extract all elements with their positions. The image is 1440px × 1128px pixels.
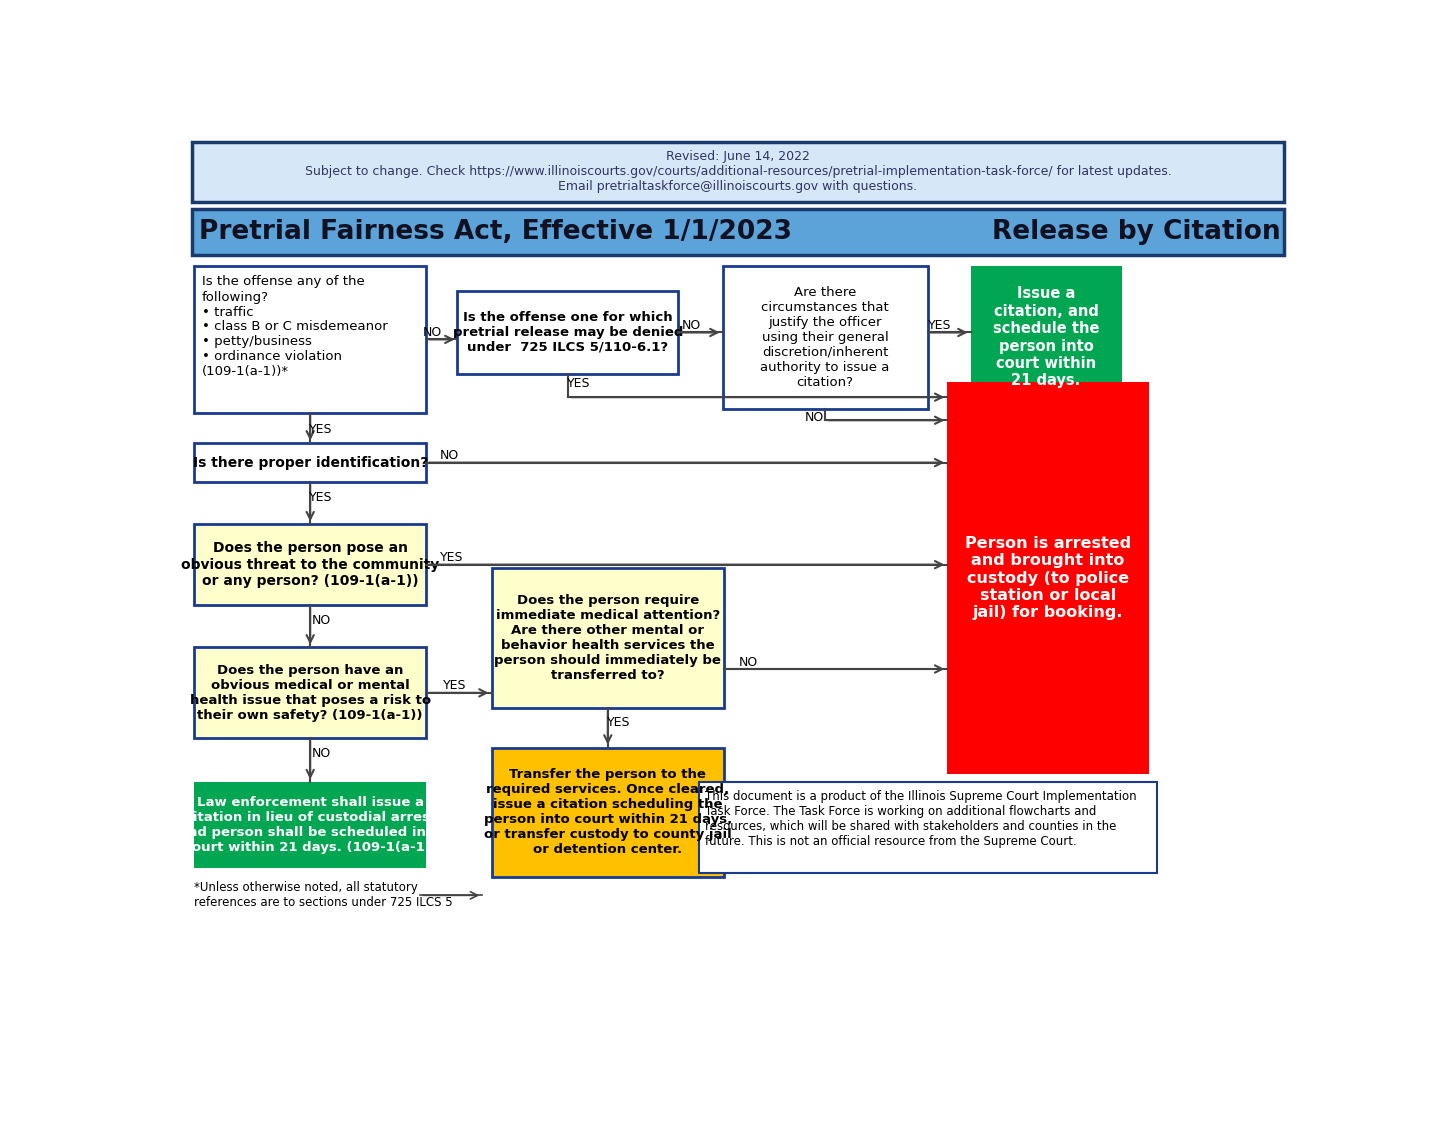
Text: NO: NO	[739, 655, 759, 669]
Text: YES: YES	[567, 377, 590, 390]
Text: NO: NO	[681, 319, 701, 332]
Text: *Unless otherwise noted, all statutory
references are to sections under 725 ILCS: *Unless otherwise noted, all statutory r…	[194, 881, 452, 909]
Bar	[194, 647, 426, 738]
Text: Law enforcement shall issue a
citation in lieu of custodial arrest
and person sh: Law enforcement shall issue a citation i…	[179, 796, 442, 854]
Text: NO: NO	[805, 412, 824, 424]
Text: YES: YES	[310, 491, 333, 504]
Bar	[194, 525, 426, 605]
Text: YES: YES	[310, 423, 333, 437]
Bar	[192, 141, 1284, 202]
Bar	[700, 782, 1156, 873]
Text: Transfer the person to the
required services. Once cleared,
issue a citation sch: Transfer the person to the required serv…	[484, 768, 732, 856]
Bar	[194, 443, 426, 482]
Text: Does the person require
immediate medical attention?
Are there other mental or
b: Does the person require immediate medica…	[494, 594, 721, 682]
Text: Revised: June 14, 2022
Subject to change. Check https://www.illinoiscourts.gov/c: Revised: June 14, 2022 Subject to change…	[305, 150, 1171, 193]
Bar	[194, 782, 426, 869]
Text: NO: NO	[311, 614, 331, 627]
Text: Release by Citation: Release by Citation	[992, 219, 1280, 245]
Text: NO: NO	[311, 747, 331, 760]
Text: Issue a
citation, and
schedule the
person into
court within
21 days.: Issue a citation, and schedule the perso…	[992, 287, 1099, 388]
Text: YES: YES	[444, 679, 467, 693]
Text: YES: YES	[439, 552, 464, 564]
Bar	[458, 291, 678, 374]
Text: Is the offense any of the
following?
• traffic
• class B or C misdemeanor
• pett: Is the offense any of the following? • t…	[202, 275, 387, 379]
Bar	[723, 266, 927, 408]
Text: NO: NO	[441, 449, 459, 462]
Text: YES: YES	[927, 319, 952, 332]
Text: This document is a product of the Illinois Supreme Court Implementation
Task For: This document is a product of the Illino…	[706, 790, 1138, 848]
Bar	[971, 266, 1122, 408]
Text: Is there proper identification?: Is there proper identification?	[193, 456, 428, 469]
Text: Does the person pose an
obvious threat to the community
or any person? (109-1(a-: Does the person pose an obvious threat t…	[181, 541, 439, 588]
Bar	[491, 569, 724, 708]
Text: Is the offense one for which
pretrial release may be denied
under  725 ILCS 5/11: Is the offense one for which pretrial re…	[452, 311, 683, 354]
Text: Does the person have an
obvious medical or mental
health issue that poses a risk: Does the person have an obvious medical …	[190, 664, 431, 722]
Bar	[194, 266, 426, 413]
Text: Are there
circumstances that
justify the officer
using their general
discretion/: Are there circumstances that justify the…	[760, 287, 890, 389]
Text: NO: NO	[423, 326, 442, 340]
Bar	[491, 748, 724, 876]
Text: YES: YES	[606, 715, 631, 729]
Bar	[192, 209, 1284, 255]
Text: Pretrial Fairness Act, Effective 1/1/2023: Pretrial Fairness Act, Effective 1/1/202…	[199, 219, 792, 245]
Text: Person is arrested
and brought into
custody (to police
station or local
jail) fo: Person is arrested and brought into cust…	[965, 536, 1130, 620]
Bar	[948, 381, 1149, 775]
